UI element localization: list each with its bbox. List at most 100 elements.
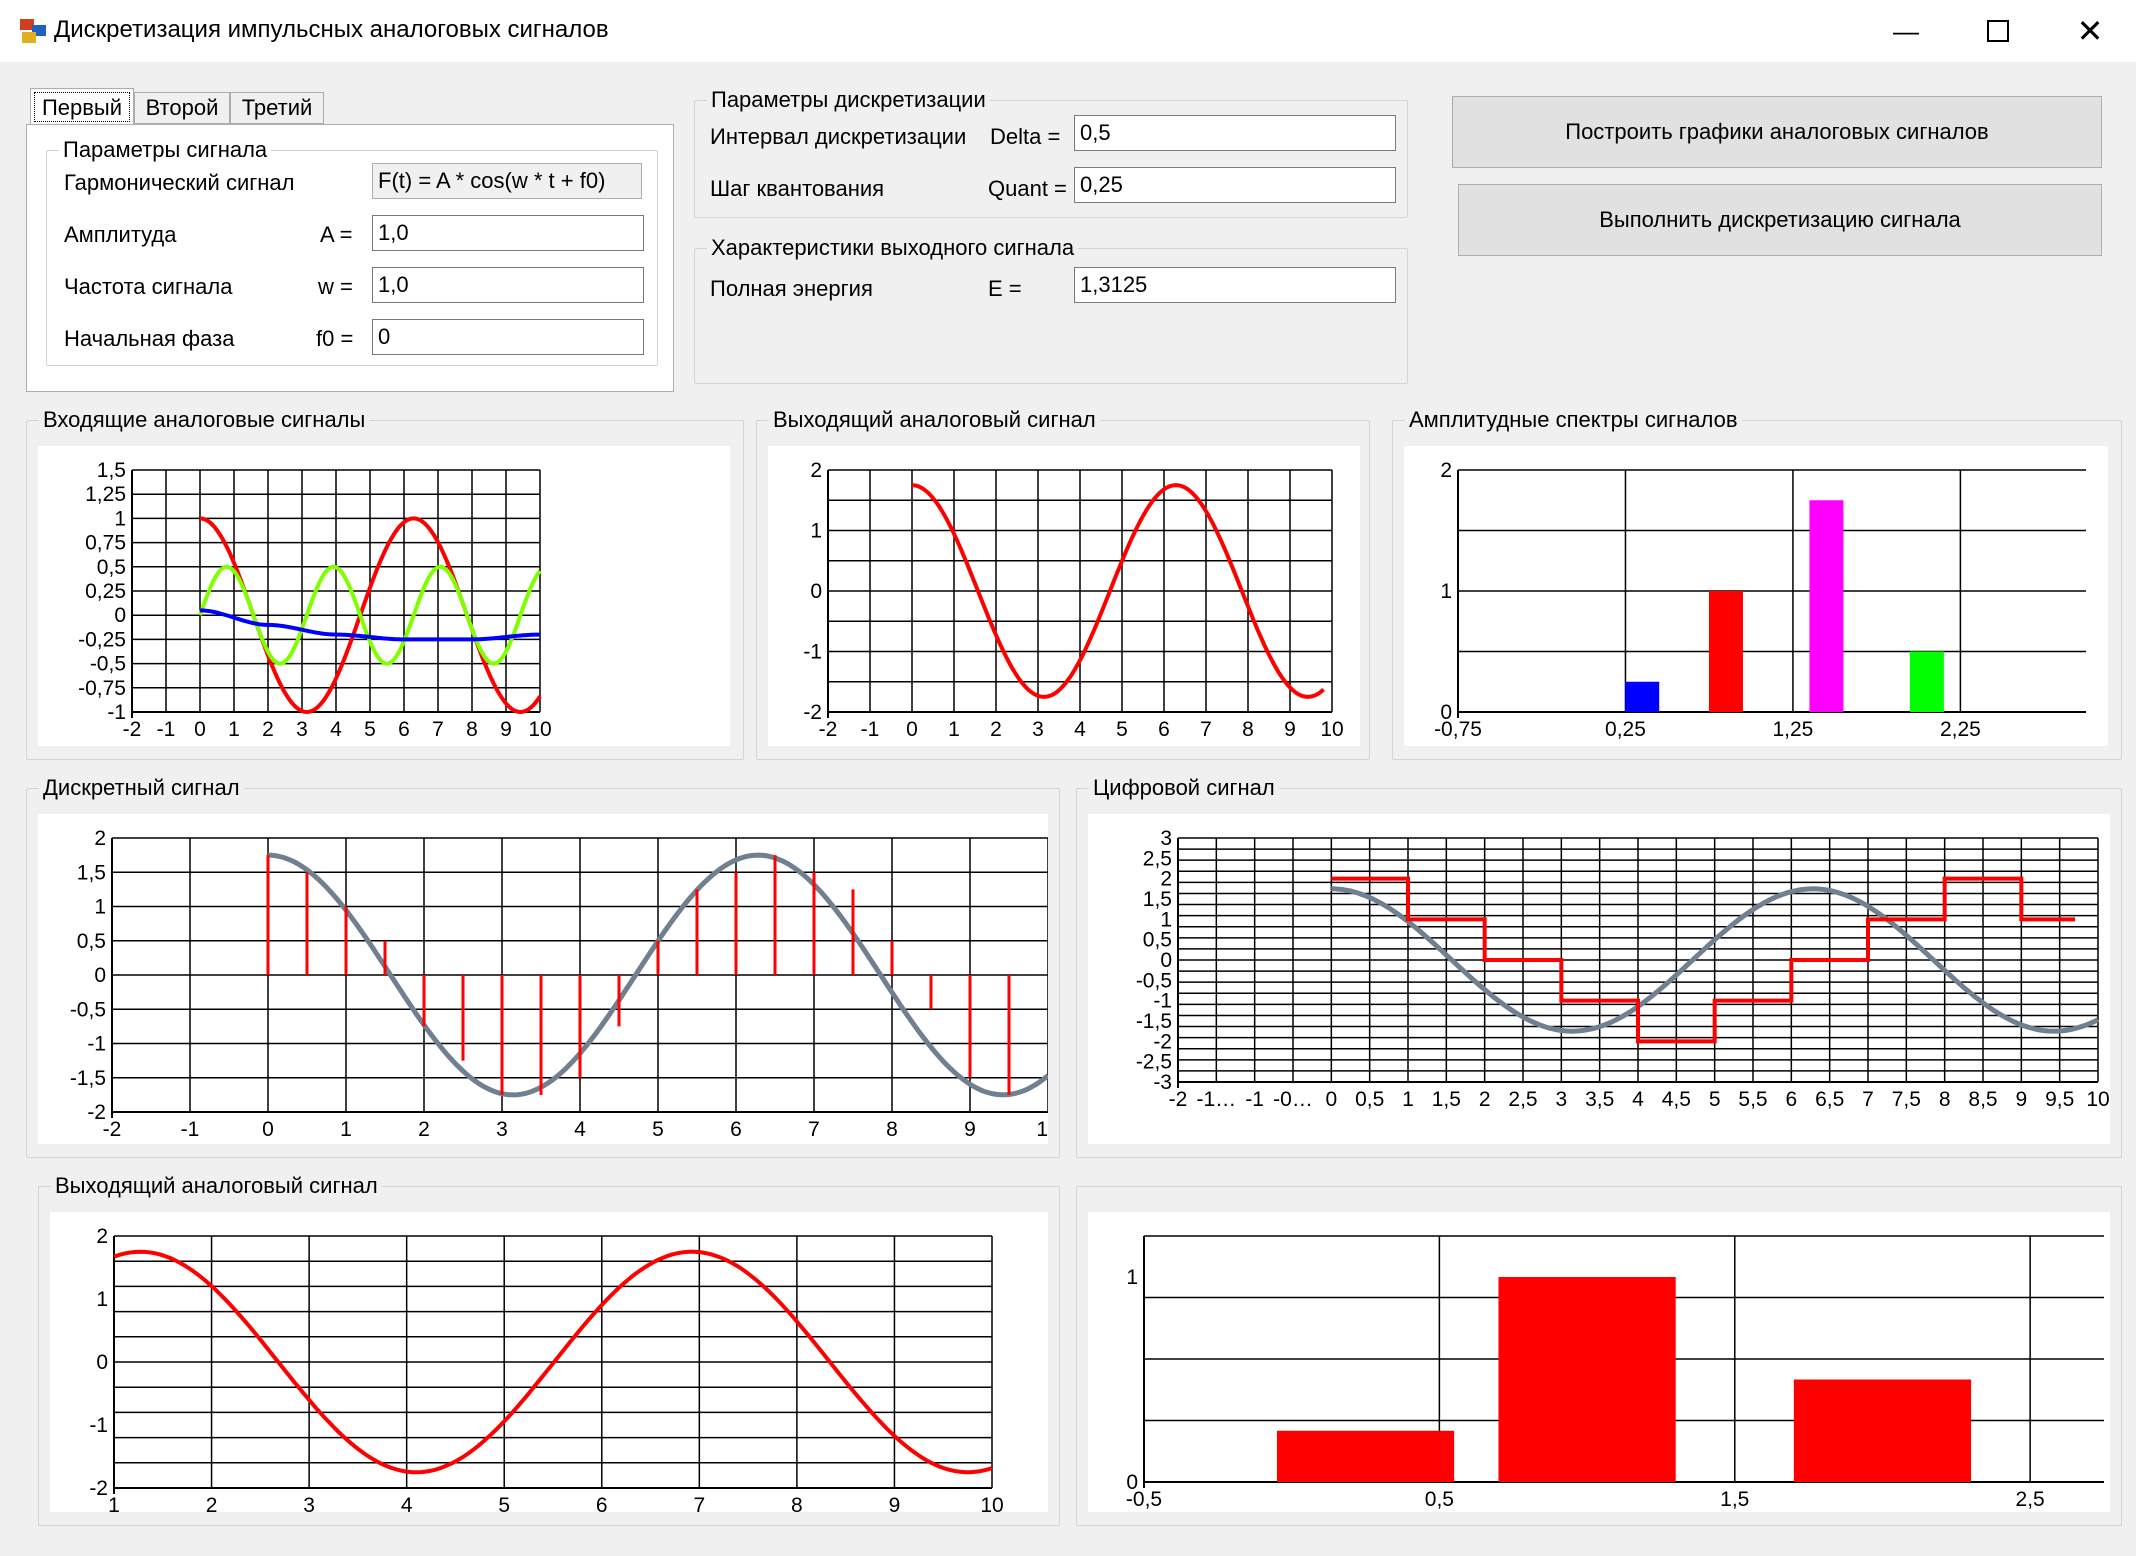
y-tick-label: 0,5 bbox=[97, 556, 126, 579]
harmonic-label: Гармонический сигнал bbox=[64, 170, 295, 195]
y-tick-label: -1 bbox=[107, 701, 126, 724]
x-tick-label: 4 bbox=[1632, 1088, 1644, 1111]
close-button[interactable]: ✕ bbox=[2044, 0, 2136, 62]
output-top-title: Выходящий аналоговый сигнал bbox=[769, 407, 1100, 433]
phase-label: Начальная фаза bbox=[64, 326, 235, 351]
amplitude-symbol: A = bbox=[320, 222, 353, 247]
y-tick-label: 0 bbox=[94, 964, 106, 987]
y-tick-label: 0 bbox=[96, 1351, 108, 1374]
output-bottom-panel: Выходящий аналоговый сигнал bbox=[38, 1173, 1060, 1526]
y-tick-label: 1 bbox=[1160, 908, 1172, 931]
x-tick-label: 0 bbox=[194, 718, 206, 741]
delta-input[interactable] bbox=[1074, 115, 1396, 151]
x-tick-label: 3 bbox=[1032, 718, 1044, 741]
output-title: Характеристики выходного сигнала bbox=[707, 235, 1079, 261]
x-tick-label: 2 bbox=[1479, 1088, 1491, 1111]
y-tick-label: -3 bbox=[1153, 1071, 1172, 1094]
maximize-button[interactable] bbox=[1952, 0, 2044, 62]
quant-input[interactable] bbox=[1074, 167, 1396, 203]
x-tick-label: 5 bbox=[498, 1494, 510, 1512]
x-tick-label: 4 bbox=[330, 718, 342, 741]
x-tick-label: 8 bbox=[1939, 1088, 1951, 1111]
x-tick-label: 7 bbox=[693, 1494, 705, 1512]
y-tick-label: -2 bbox=[89, 1477, 108, 1500]
energy-field[interactable] bbox=[1074, 267, 1396, 303]
x-tick-label: 2,5 bbox=[1508, 1088, 1537, 1111]
x-tick-label: 0 bbox=[1325, 1088, 1337, 1111]
x-tick-label: 7,5 bbox=[1892, 1088, 1921, 1111]
y-tick-label: -0,5 bbox=[1136, 969, 1172, 992]
frequency-input[interactable] bbox=[372, 267, 644, 303]
quant-symbol: Quant = bbox=[988, 176, 1067, 201]
x-tick-label: 6 bbox=[398, 718, 410, 741]
y-tick-label: 0,5 bbox=[1143, 929, 1172, 952]
maximize-icon bbox=[1987, 20, 2009, 42]
x-tick-label: 9 bbox=[2015, 1088, 2027, 1111]
digital-chart: -2 -1… -1 -0… 0 0,5 1 1,5 2 2,5 3 3,5 4 4,5 5 5,5 6 6,5 7 7… bbox=[1136, 827, 2110, 1111]
tab-first[interactable]: Первый bbox=[30, 88, 134, 126]
x-tick-label: 10 bbox=[980, 1494, 1003, 1512]
x-tick-label: 7 bbox=[1862, 1088, 1874, 1111]
app-icon bbox=[20, 19, 46, 43]
x-tick-label: 2 bbox=[418, 1118, 430, 1141]
x-tick-label: -0… bbox=[1273, 1088, 1313, 1111]
y-tick-label: 0 bbox=[114, 604, 126, 627]
y-tick-label: -1,5 bbox=[1136, 1010, 1172, 1033]
x-tick-label: 0,25 bbox=[1605, 718, 1646, 741]
x-tick-label: 10 bbox=[1036, 1118, 1048, 1141]
x-tick-label: -1 bbox=[1245, 1088, 1264, 1111]
y-tick-label: -0,75 bbox=[78, 677, 126, 700]
x-tick-label: 9 bbox=[964, 1118, 976, 1141]
x-tick-label: 4 bbox=[401, 1494, 413, 1512]
series-line bbox=[200, 608, 540, 642]
discrete-chart: -2 -1 0 1 2 3 4 5 6 7 8 9 10 2 1,5 1 0,5 0 -0,5 -1 -1,5 -2 bbox=[70, 827, 1048, 1141]
bar bbox=[1708, 591, 1743, 712]
y-tick-label: 2,5 bbox=[1143, 847, 1172, 870]
y-tick-label: 0 bbox=[810, 580, 822, 603]
x-tick-label: 3 bbox=[1555, 1088, 1567, 1111]
amplitude-label: Амплитуда bbox=[64, 222, 177, 247]
y-tick-label: 2 bbox=[1440, 459, 1452, 482]
x-tick-label: 5 bbox=[1116, 718, 1128, 741]
y-tick-label: 1 bbox=[1126, 1266, 1138, 1289]
x-tick-label: 10 bbox=[1320, 718, 1343, 741]
y-tick-label: 0,5 bbox=[77, 930, 106, 953]
x-tick-label: 4,5 bbox=[1662, 1088, 1691, 1111]
x-tick-label: 1 bbox=[340, 1118, 352, 1141]
y-tick-label: -1,5 bbox=[70, 1067, 106, 1090]
minimize-button[interactable]: — bbox=[1860, 0, 1952, 62]
discrete-panel: Дискретный сигнал bbox=[26, 775, 1060, 1158]
bar bbox=[1809, 500, 1844, 712]
x-tick-label: 9 bbox=[889, 1494, 901, 1512]
tab-third[interactable]: Третий bbox=[230, 92, 324, 124]
x-tick-label: 1,25 bbox=[1772, 718, 1813, 741]
formula-field[interactable] bbox=[372, 163, 642, 199]
bottom-bars-chart: -0,5 0,5 1,5 2,5 1 0 bbox=[1126, 1235, 2104, 1511]
x-tick-label: 3 bbox=[496, 1118, 508, 1141]
x-tick-label: 2,5 bbox=[2016, 1488, 2045, 1511]
y-tick-label: 1 bbox=[1440, 580, 1452, 603]
x-tick-label: 5 bbox=[1709, 1088, 1721, 1111]
x-tick-label: 7 bbox=[432, 718, 444, 741]
x-tick-label: -2 bbox=[819, 718, 838, 741]
x-tick-label: -0,5 bbox=[1126, 1488, 1162, 1511]
y-tick-label: 1,5 bbox=[97, 459, 126, 482]
amplitude-input[interactable] bbox=[372, 215, 644, 251]
build-graphs-button[interactable]: Построить графики аналоговых сигналов bbox=[1452, 96, 2102, 168]
tab-second[interactable]: Второй bbox=[134, 92, 230, 124]
discretize-button[interactable]: Выполнить дискретизацию сигнала bbox=[1458, 184, 2102, 256]
x-tick-label: -2 bbox=[123, 718, 142, 741]
input-signals-panel: Входящие аналоговые сигналы bbox=[26, 407, 744, 760]
y-tick-label: -1 bbox=[89, 1414, 108, 1437]
y-tick-label: -2 bbox=[1153, 1030, 1172, 1053]
x-tick-label: 0,5 bbox=[1425, 1488, 1454, 1511]
x-tick-label: 8 bbox=[1242, 718, 1254, 741]
digital-title: Цифровой сигнал bbox=[1089, 775, 1279, 801]
x-tick-label: -2 bbox=[103, 1118, 122, 1141]
x-tick-label: -0,75 bbox=[1434, 718, 1482, 741]
output-top-panel: Выходящий аналоговый сигнал bbox=[756, 407, 1370, 760]
phase-input[interactable] bbox=[372, 319, 644, 355]
x-tick-label: 1 bbox=[228, 718, 240, 741]
spectra-panel: Амплитудные спектры сигналов bbox=[1392, 407, 2122, 760]
